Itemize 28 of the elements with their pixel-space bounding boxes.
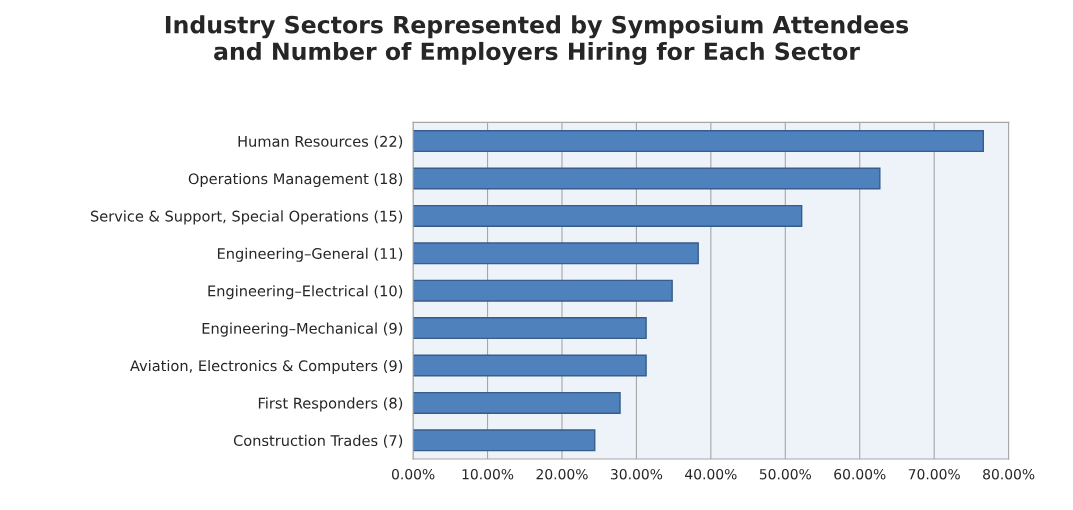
x-tick-label: 30.00% <box>611 468 663 480</box>
y-tick-label: Aviation, Electronics & Computers (9) <box>130 359 403 375</box>
y-tick-label: First Responders (8) <box>258 397 403 412</box>
bar <box>413 242 699 265</box>
y-tick-label: Engineering–Mechanical (9) <box>202 322 403 337</box>
x-tick-label: 60.00% <box>834 468 886 480</box>
x-tick-label: 10.00% <box>462 468 514 480</box>
y-tick-label: Human Resources (22) <box>238 135 403 149</box>
y-tick-label: Construction Trades (7) <box>233 434 403 448</box>
x-tick-label: 40.00% <box>685 468 737 480</box>
bar <box>413 317 647 340</box>
x-tick-label: 70.00% <box>908 468 960 480</box>
x-tick-label: 20.00% <box>536 468 588 480</box>
y-tick-label: Service & Support, Special Operations (15) <box>90 210 403 225</box>
bar <box>413 130 985 153</box>
x-tick-label: 50.00% <box>759 468 812 480</box>
bar <box>413 354 647 377</box>
bar <box>413 429 596 452</box>
bar <box>413 391 621 414</box>
y-tick-label: Operations Management (18) <box>188 172 403 188</box>
x-tick-label: 0.00% <box>391 468 435 480</box>
chart-title: Industry Sectors Represented by Symposium Attendees and Number of Employers Hiring for Each Sector <box>165 15 909 65</box>
bar <box>413 167 881 190</box>
x-tick-label: 80.00% <box>983 468 1035 480</box>
y-tick-label: Engineering–Electrical (10) <box>208 285 403 300</box>
y-tick-label: Engineering–General (11) <box>217 247 403 262</box>
bar <box>413 279 673 302</box>
bar <box>413 204 803 227</box>
